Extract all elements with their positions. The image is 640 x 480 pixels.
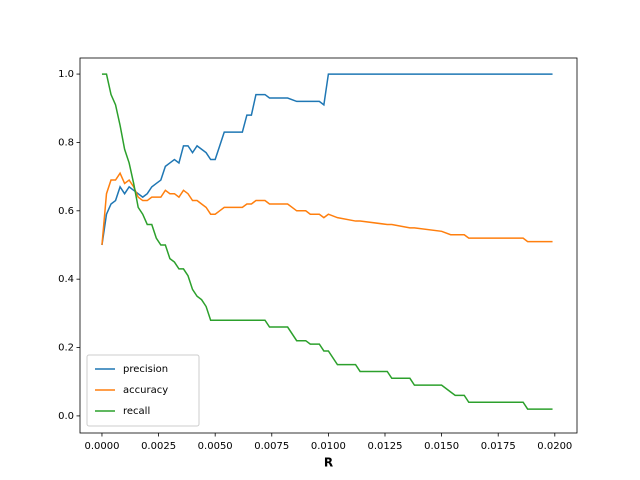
- x-tick-label: 0.0075: [254, 441, 289, 452]
- x-tick-label: 0.0100: [311, 441, 346, 452]
- y-tick-label: 0.2: [58, 343, 74, 354]
- series-line: [101, 171, 553, 246]
- x-tick-label: 0.0125: [367, 441, 402, 452]
- y-tick-label: 0.8: [58, 137, 74, 148]
- x-tick-label: 0.0050: [198, 441, 233, 452]
- legend-label: accuracy: [123, 385, 168, 396]
- legend-label: recall: [123, 406, 150, 417]
- legend-label: precision: [123, 364, 168, 375]
- y-tick-label: 0.0: [58, 411, 74, 422]
- x-tick-label: 0.0175: [481, 441, 516, 452]
- x-axis-label: R: [324, 456, 333, 470]
- series-line: [101, 73, 553, 410]
- x-tick-label: 0.0025: [141, 441, 176, 452]
- y-tick-label: 1.0: [58, 69, 74, 80]
- x-tick-label: 0.0150: [424, 441, 459, 452]
- x-tick-label: 0.0000: [84, 441, 119, 452]
- legend-box: [86, 354, 200, 427]
- y-tick-label: 0.6: [58, 206, 74, 217]
- x-tick-label: 0.0200: [537, 441, 572, 452]
- series-line: [101, 73, 553, 246]
- y-tick-label: 0.4: [58, 274, 74, 285]
